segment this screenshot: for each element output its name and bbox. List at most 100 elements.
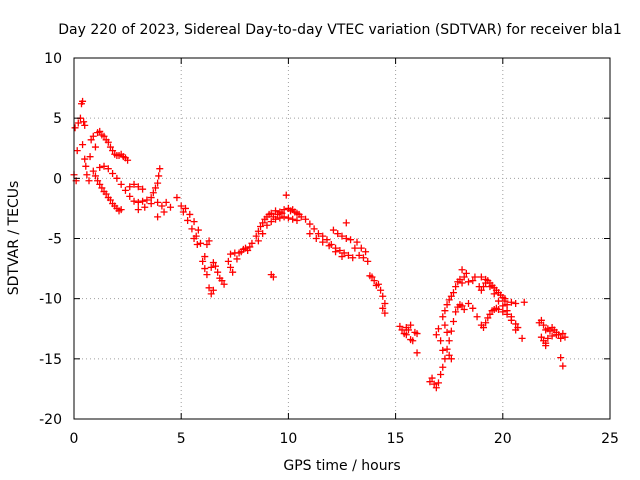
data-point (117, 180, 125, 188)
data-point (151, 184, 159, 192)
data-point (96, 164, 104, 172)
data-point (109, 147, 117, 155)
data-point (512, 320, 520, 328)
data-point (471, 273, 479, 281)
data-point (460, 273, 468, 281)
x-tick-label: 10 (279, 431, 297, 447)
data-point (246, 243, 254, 251)
data-point (91, 172, 99, 180)
data-point (121, 186, 129, 194)
data-point (126, 192, 134, 200)
data-point (207, 290, 215, 298)
data-point (244, 247, 252, 255)
data-point (364, 257, 372, 265)
data-point (351, 244, 359, 252)
data-point (499, 308, 507, 316)
data-point (193, 241, 201, 249)
data-point (89, 167, 97, 175)
data-point (201, 253, 209, 261)
data-point (334, 230, 342, 238)
data-point (147, 194, 155, 202)
data-point (203, 271, 211, 279)
data-point (117, 206, 125, 214)
data-point (381, 299, 389, 307)
data-point (220, 280, 228, 288)
data-point (143, 196, 151, 204)
data-point (278, 209, 286, 217)
data-point (557, 354, 565, 362)
data-point (469, 277, 477, 285)
data-point (227, 250, 235, 258)
data-point (205, 284, 213, 292)
data-point (254, 227, 262, 235)
data-point (227, 263, 235, 271)
data-point (106, 196, 114, 204)
data-point (430, 380, 438, 388)
data-point (276, 214, 284, 222)
data-point (126, 183, 134, 191)
data-point (156, 165, 164, 173)
y-tick-label: -20 (39, 412, 62, 428)
data-point (196, 239, 204, 247)
data-point (342, 219, 350, 227)
data-point (432, 384, 440, 392)
data-point (319, 238, 327, 246)
data-point (379, 292, 387, 300)
data-point (495, 297, 503, 305)
data-point (194, 226, 202, 234)
data-point (323, 236, 331, 244)
data-point (445, 296, 453, 304)
data-point (507, 298, 515, 306)
x-tick-label: 20 (494, 431, 512, 447)
data-point (267, 218, 275, 226)
data-point (162, 198, 170, 206)
data-point (280, 206, 288, 214)
data-point (284, 214, 292, 222)
y-tick-label: 10 (44, 51, 62, 67)
data-point (381, 309, 389, 317)
data-point (484, 314, 492, 322)
data-point (460, 305, 468, 313)
data-point (555, 331, 563, 339)
data-point (147, 200, 155, 208)
data-point (353, 238, 361, 246)
data-point (124, 156, 132, 164)
data-point (480, 283, 488, 291)
data-point (426, 378, 434, 386)
data-point (503, 310, 511, 318)
x-axis-label: GPS time / hours (283, 458, 400, 474)
data-point (482, 275, 490, 283)
data-point (96, 180, 104, 188)
data-point (104, 138, 112, 146)
data-point (473, 313, 481, 321)
data-point (82, 162, 90, 170)
data-point (329, 226, 337, 234)
data-point (437, 370, 445, 378)
data-point (209, 259, 217, 267)
data-point (368, 273, 376, 281)
data-point (186, 210, 194, 218)
data-point (212, 262, 220, 270)
axis-ticks: 0 5 10 15 20 25 -20 -15 -10 -5 0 5 10 (39, 51, 619, 447)
data-point (443, 328, 451, 336)
data-point (201, 265, 209, 273)
data-point (130, 197, 138, 205)
data-point (85, 177, 93, 185)
data-point (445, 337, 453, 345)
data-point (73, 147, 81, 155)
data-point (520, 298, 528, 306)
data-point (428, 374, 436, 382)
data-point (130, 180, 138, 188)
data-point (314, 230, 322, 238)
data-point (349, 254, 357, 262)
data-point (441, 307, 449, 315)
data-point (490, 290, 498, 298)
data-point (355, 251, 363, 259)
data-point (398, 326, 406, 334)
data-point (347, 236, 355, 244)
data-point (154, 213, 162, 221)
data-point (109, 170, 117, 178)
data-point (74, 119, 82, 127)
data-point (447, 355, 455, 363)
